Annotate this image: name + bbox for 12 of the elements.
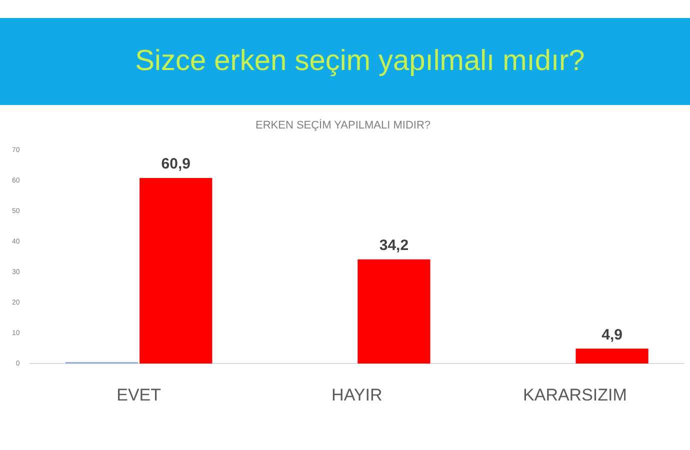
chart-subtitle: ERKEN SEÇİM YAPILMALI MIDIR?	[255, 118, 431, 132]
x-tick-label: EVET	[116, 385, 162, 404]
bar	[358, 259, 430, 364]
banner: Sizce erken seçim yapılmalı mıdır?	[0, 18, 690, 105]
bar	[576, 348, 648, 364]
bar	[140, 178, 212, 364]
data-label: 34,2	[379, 236, 409, 254]
data-label: 4,9	[602, 326, 622, 344]
data-label: 60,9	[161, 156, 190, 173]
x-tick-label: HAYIR	[332, 385, 382, 404]
x-tick-label: KARARSIZIM	[523, 385, 627, 404]
chart-title: Sizce erken seçim yapılmalı mıdır?	[134, 45, 585, 78]
